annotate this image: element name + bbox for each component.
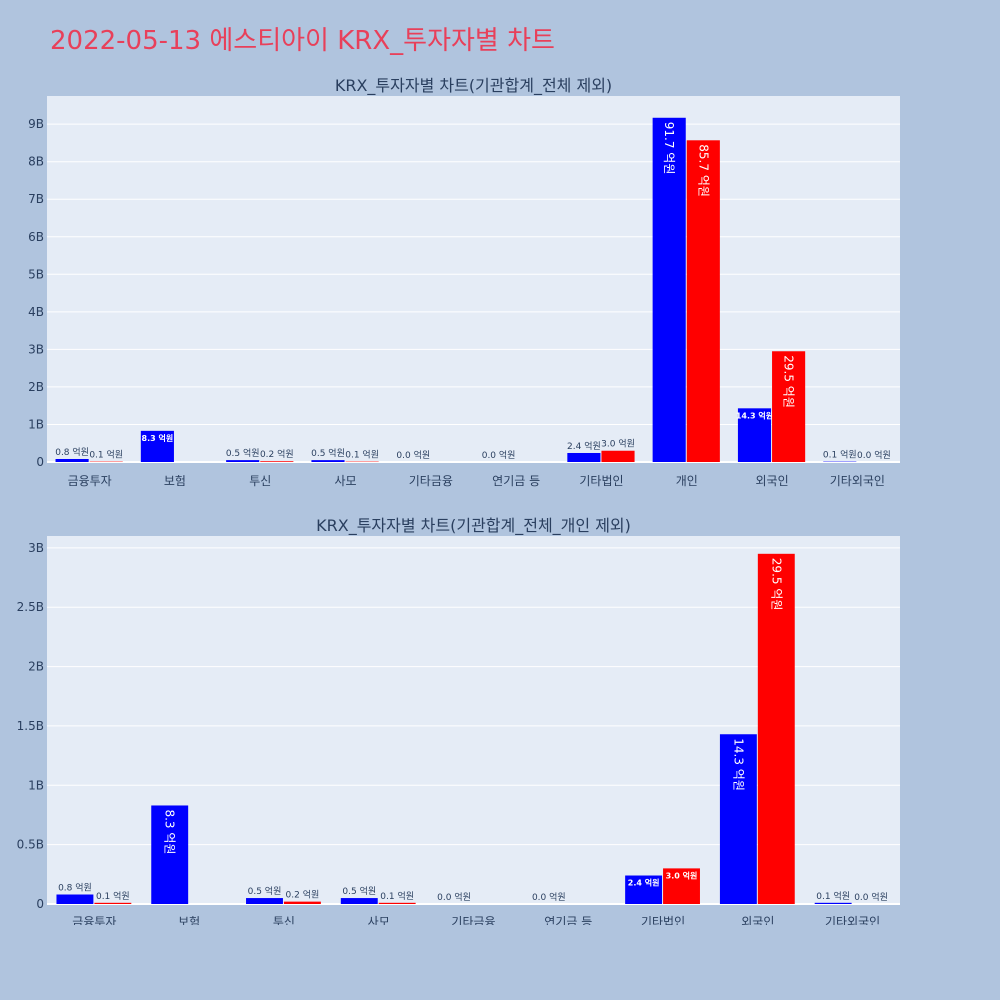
x-tick-label: 개인 [676,474,698,488]
data-label: 0.0 억원 [532,891,566,903]
data-label: 0.5 억원 [311,447,345,459]
data-label: 8.3 억원 [142,433,174,443]
data-label: 0.0 억원 [482,449,516,461]
data-label: 0.1 억원 [345,449,379,461]
data-label: 0.0 억원 [396,449,430,461]
bar [56,894,94,904]
data-label: 0.0 억원 [854,891,888,903]
bar [311,460,345,462]
x-tick-label: 외국인 [741,915,774,925]
data-label: 0.2 억원 [286,889,320,901]
bar [814,902,852,904]
data-label: 0.5 억원 [248,885,282,897]
x-tick-label: 기타금융 [409,474,453,488]
data-label: 0.5 억원 [342,885,376,897]
y-tick-label: 0.5B [17,838,44,852]
data-label: 0.0 억원 [857,449,891,461]
bar [140,430,174,462]
y-tick-label: 3B [28,541,44,555]
data-label: 2.4 억원 [567,440,601,452]
bar [686,140,720,462]
chart-title: KRX_투자자별 차트(기관합계_전체_개인 제외) [316,516,631,536]
x-tick-label: 사모 [335,474,357,488]
bar [340,898,378,904]
data-label: 0.0 억원 [437,891,471,903]
bar [737,408,772,462]
data-label: 0.1 억원 [89,449,123,461]
y-tick-label: 7B [28,192,44,206]
chart-bottom: KRX_투자자별 차트(기관합계_전체_개인 제외) 0 0.5B 1B 1.5B 2B 2… [17,516,900,925]
x-tick-label: 기타외국인 [825,915,880,925]
x-tick-label: 기타법인 [579,474,623,488]
x-tick-label: 연기금 등 [544,915,592,925]
x-tick-label: 금융투자 [68,474,112,488]
y-tick-label: 2.5B [17,600,44,614]
x-tick-label: 보험 [164,474,186,488]
data-label: 14.3 억원 [731,738,745,791]
data-label: 0.1 억원 [380,890,414,902]
data-label: 29.5 억원 [782,355,796,408]
y-tick-label: 0 [36,455,44,469]
bar [757,553,795,904]
bar [283,901,321,904]
bar [151,805,189,904]
y-tick-label: 1B [28,417,44,431]
x-tick-label: 기타외국인 [830,474,885,488]
data-label: 8.3 억원 [163,809,177,854]
data-label: 14.3 억원 [736,410,773,420]
y-tick-label: 3B [28,342,44,356]
y-tick-label: 6B [28,230,44,244]
chart-title: KRX_투자자별 차트(기관합계_전체 제외) [335,76,612,96]
data-label: 0.8 억원 [58,882,92,894]
data-label: 0.5 억원 [226,447,260,459]
chart-top: KRX_투자자별 차트(기관합계_전체 제외) 0 1B 2B 3B 4B 5B 6B 7B 8B… [28,76,900,488]
data-label: 85.7 억원 [696,144,710,197]
data-label: 0.1 억원 [816,890,850,902]
x-tick-label: 사모 [368,915,390,925]
data-label: 0.1 억원 [96,890,130,902]
x-tick-label: 기타금융 [451,915,495,925]
bar [226,460,260,462]
bar [652,117,686,462]
bar [378,902,416,904]
x-tick-label: 기타법인 [641,915,685,925]
y-tick-label: 0 [36,897,44,911]
x-tick-label: 투신 [249,474,271,488]
page-title: 2022-05-13 에스티아이 KRX_투자자별 차트 [50,26,555,56]
y-tick-label: 4B [28,305,44,319]
x-tick-label: 투신 [273,915,295,925]
x-tick-label: 연기금 등 [492,474,540,488]
bar [246,898,283,904]
y-tick-label: 5B [28,267,44,281]
bar [260,461,294,462]
y-tick-label: 2B [28,380,44,394]
data-label: 29.5 억원 [769,558,783,611]
plot-area [47,96,900,462]
bar [601,450,635,462]
bar [567,452,601,462]
data-label: 0.2 억원 [260,448,294,460]
y-tick-label: 1B [28,778,44,792]
bar [625,875,663,904]
data-label: 91.7 억원 [662,122,676,175]
data-label: 3.0 억원 [666,870,698,880]
bar [55,458,89,462]
data-label: 0.1 억원 [823,449,857,461]
x-tick-label: 외국인 [755,474,788,488]
data-label: 2.4 억원 [628,878,660,888]
y-tick-label: 1.5B [17,719,44,733]
bar [719,734,757,904]
x-tick-label: 보험 [178,915,200,925]
x-tick-label: 금융투자 [72,915,116,925]
data-label: 0.8 억원 [55,446,89,458]
bar [772,351,806,462]
y-tick-label: 2B [28,660,44,674]
y-tick-label: 8B [28,155,44,169]
bar [663,868,700,904]
bar [94,902,132,904]
data-label: 3.0 억원 [601,438,635,450]
y-tick-label: 9B [28,117,44,131]
